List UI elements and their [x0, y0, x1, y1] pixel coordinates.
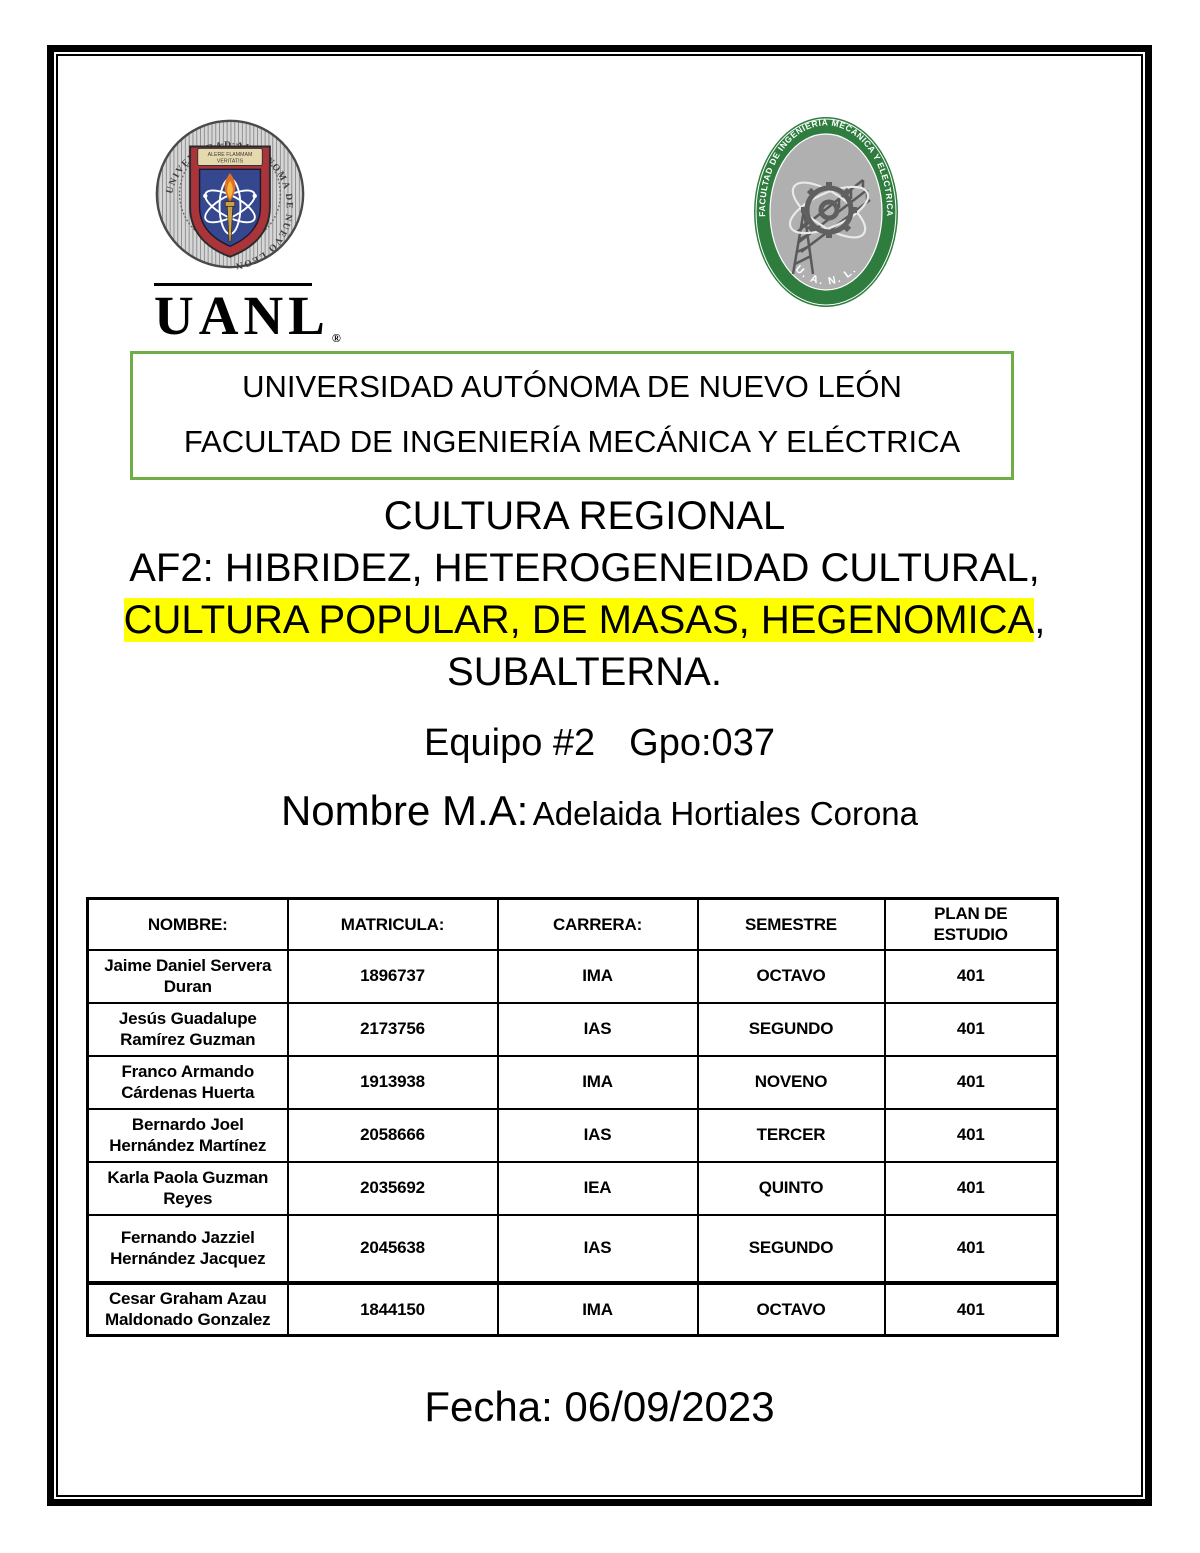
table-row: Cesar Graham Azau Maldonado Gonzalez 184…: [86, 1280, 1059, 1337]
university-name: UNIVERSIDAD AUTÓNOMA DE NUEVO LEÓN: [242, 369, 902, 404]
cell-semestre: NOVENO: [696, 1054, 886, 1110]
uanl-seal-icon: UNIVERSIDAD AUTONOMA DE NUEVO LEON ALERE…: [155, 119, 305, 270]
teacher-line: Nombre M.A: Adelaida Hortiales Corona: [58, 787, 1141, 835]
cell-matricula: 1913938: [286, 1054, 499, 1110]
page-content-area: UNIVERSIDAD AUTONOMA DE NUEVO LEON ALERE…: [56, 54, 1143, 1497]
cell-matricula: 1896737: [286, 948, 499, 1004]
cell-carrera: IAS: [496, 1107, 699, 1163]
teacher-label: Nombre M.A:: [280, 787, 529, 834]
uanl-torch-icon: [224, 173, 236, 242]
uanl-banner-line1: ALERE FLAMMAM: [208, 152, 253, 158]
cell-plan: 401: [883, 1213, 1059, 1284]
team-label: Equipo #2: [424, 722, 596, 764]
fime-seal-icon: FACULTAD DE INGENIERIA MECANICA Y ELECTR…: [754, 117, 898, 307]
cell-semestre: TERCER: [696, 1107, 886, 1163]
cell-carrera: IAS: [496, 1001, 699, 1057]
table-row: Jaime Daniel Servera Duran 1896737 IMA O…: [86, 948, 1059, 1004]
registered-trademark-symbol: ®: [331, 331, 341, 345]
cell-semestre: SEGUNDO: [696, 1213, 886, 1284]
cell-plan: 401: [883, 1160, 1059, 1216]
cell-carrera: IAS: [496, 1213, 699, 1284]
highlight-tail: ,: [1034, 598, 1046, 642]
table-row: Franco Armando Cárdenas Huerta 1913938 I…: [86, 1054, 1059, 1110]
cell-name: Jesús Guadalupe Ramírez Guzman: [86, 1001, 289, 1057]
cell-plan: 401: [883, 1280, 1059, 1337]
cell-name: Fernando Jazziel Hernández Jacquez: [86, 1213, 289, 1284]
cell-semestre: QUINTO: [696, 1160, 886, 1216]
uanl-logo: UNIVERSIDAD AUTONOMA DE NUEVO LEON ALERE…: [154, 118, 341, 344]
cell-name: Franco Armando Cárdenas Huerta: [86, 1054, 289, 1110]
assignment-title-line2: CULTURA POPULAR, DE MASAS, HEGENOMICA,: [58, 594, 1111, 646]
roster-table: NOMBRE: MATRICULA: CARRERA: SEMESTRE PLA…: [86, 897, 1059, 1337]
cell-plan: 401: [883, 1107, 1059, 1163]
cell-semestre: SEGUNDO: [696, 1001, 886, 1057]
uanl-wordmark-text: UANL: [154, 285, 330, 346]
date-line: Fecha: 06/09/2023: [424, 1383, 775, 1430]
uanl-banner: [197, 147, 263, 166]
assignment-title-line1: AF2: HIBRIDEZ, HETEROGENEIDAD CULTURAL,: [129, 546, 1040, 590]
cell-plan: 401: [883, 948, 1059, 1004]
assignment-title-line3: SUBALTERNA.: [447, 650, 722, 694]
cell-matricula: 2173756: [286, 1001, 499, 1057]
logos-row: UNIVERSIDAD AUTONOMA DE NUEVO LEON ALERE…: [58, 117, 1141, 344]
cell-matricula: 2058666: [286, 1107, 499, 1163]
cell-carrera: IMA: [496, 1054, 699, 1110]
course-title: CULTURA REGIONAL: [383, 494, 786, 538]
fime-gear-icon: [801, 182, 857, 238]
cell-matricula: 2035692: [286, 1160, 499, 1216]
faculty-name: FACULTAD DE INGENIERÍA MECÁNICA Y ELÉCTR…: [183, 424, 961, 459]
cell-plan: 401: [883, 1001, 1059, 1057]
uanl-wordmark: UANL ®: [154, 283, 341, 344]
teacher-name: Adelaida Hortiales Corona: [532, 795, 919, 832]
table-row: Bernardo Joel Hernández Martínez 2058666…: [86, 1107, 1059, 1163]
fime-atom-icon: [788, 181, 870, 239]
header-semestre: SEMESTRE: [696, 897, 886, 951]
cell-semestre: OCTAVO: [696, 1280, 886, 1337]
cell-semestre: OCTAVO: [696, 948, 886, 1004]
header-matricula: MATRICULA:: [286, 897, 499, 951]
uanl-banner-line2: VERITATIS: [217, 159, 244, 165]
cell-carrera: IMA: [496, 1280, 699, 1337]
cell-matricula: 2045638: [286, 1213, 499, 1284]
group-label: Gpo:037: [629, 722, 775, 764]
page-double-border: UNIVERSIDAD AUTONOMA DE NUEVO LEON ALERE…: [47, 45, 1152, 1506]
header-plan: PLAN DE ESTUDIO: [883, 897, 1059, 951]
table-row: Fernando Jazziel Hernández Jacquez 20456…: [86, 1213, 1059, 1284]
header-plan-text: PLAN DE ESTUDIO: [933, 904, 1008, 945]
team-line: Equipo #2 Gpo:037: [58, 722, 1141, 765]
cell-name: Karla Paola Guzman Reyes: [86, 1160, 289, 1216]
cell-name: Cesar Graham Azau Maldonado Gonzalez: [86, 1280, 289, 1337]
header-carrera: CARRERA:: [496, 897, 699, 951]
cell-carrera: IMA: [496, 948, 699, 1004]
cell-name: Jaime Daniel Servera Duran: [86, 948, 289, 1004]
title-block: CULTURA REGIONAL AF2: HIBRIDEZ, HETEROGE…: [58, 490, 1111, 698]
institution-box: UNIVERSIDAD AUTÓNOMA DE NUEVO LEÓN FACUL…: [130, 351, 1014, 480]
cell-carrera: IEA: [496, 1160, 699, 1216]
cell-name: Bernardo Joel Hernández Martínez: [86, 1107, 289, 1163]
fime-logo: FACULTAD DE INGENIERIA MECANICA Y ELECTR…: [751, 114, 901, 315]
cell-plan: 401: [883, 1054, 1059, 1110]
highlighted-text: CULTURA POPULAR, DE MASAS, HEGENOMICA: [123, 598, 1035, 642]
cell-matricula: 1844150: [286, 1280, 499, 1337]
table-header-row: NOMBRE: MATRICULA: CARRERA: SEMESTRE PLA…: [86, 897, 1059, 951]
table-row: Jesús Guadalupe Ramírez Guzman 2173756 I…: [86, 1001, 1059, 1057]
header-nombre: NOMBRE:: [86, 897, 289, 951]
table-row: Karla Paola Guzman Reyes 2035692 IEA QUI…: [86, 1160, 1059, 1216]
